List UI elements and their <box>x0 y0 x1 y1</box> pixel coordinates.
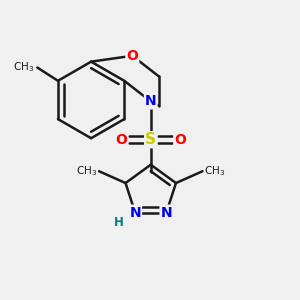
Text: N: N <box>160 206 172 220</box>
Text: H: H <box>114 217 124 230</box>
Text: O: O <box>116 133 127 147</box>
Text: N: N <box>129 206 141 220</box>
Text: O: O <box>126 49 138 63</box>
Text: N: N <box>145 94 157 108</box>
Text: CH$_3$: CH$_3$ <box>204 164 225 178</box>
Text: S: S <box>145 132 156 147</box>
Text: CH$_3$: CH$_3$ <box>76 164 98 178</box>
Text: O: O <box>174 133 186 147</box>
Text: CH$_3$: CH$_3$ <box>13 61 34 74</box>
